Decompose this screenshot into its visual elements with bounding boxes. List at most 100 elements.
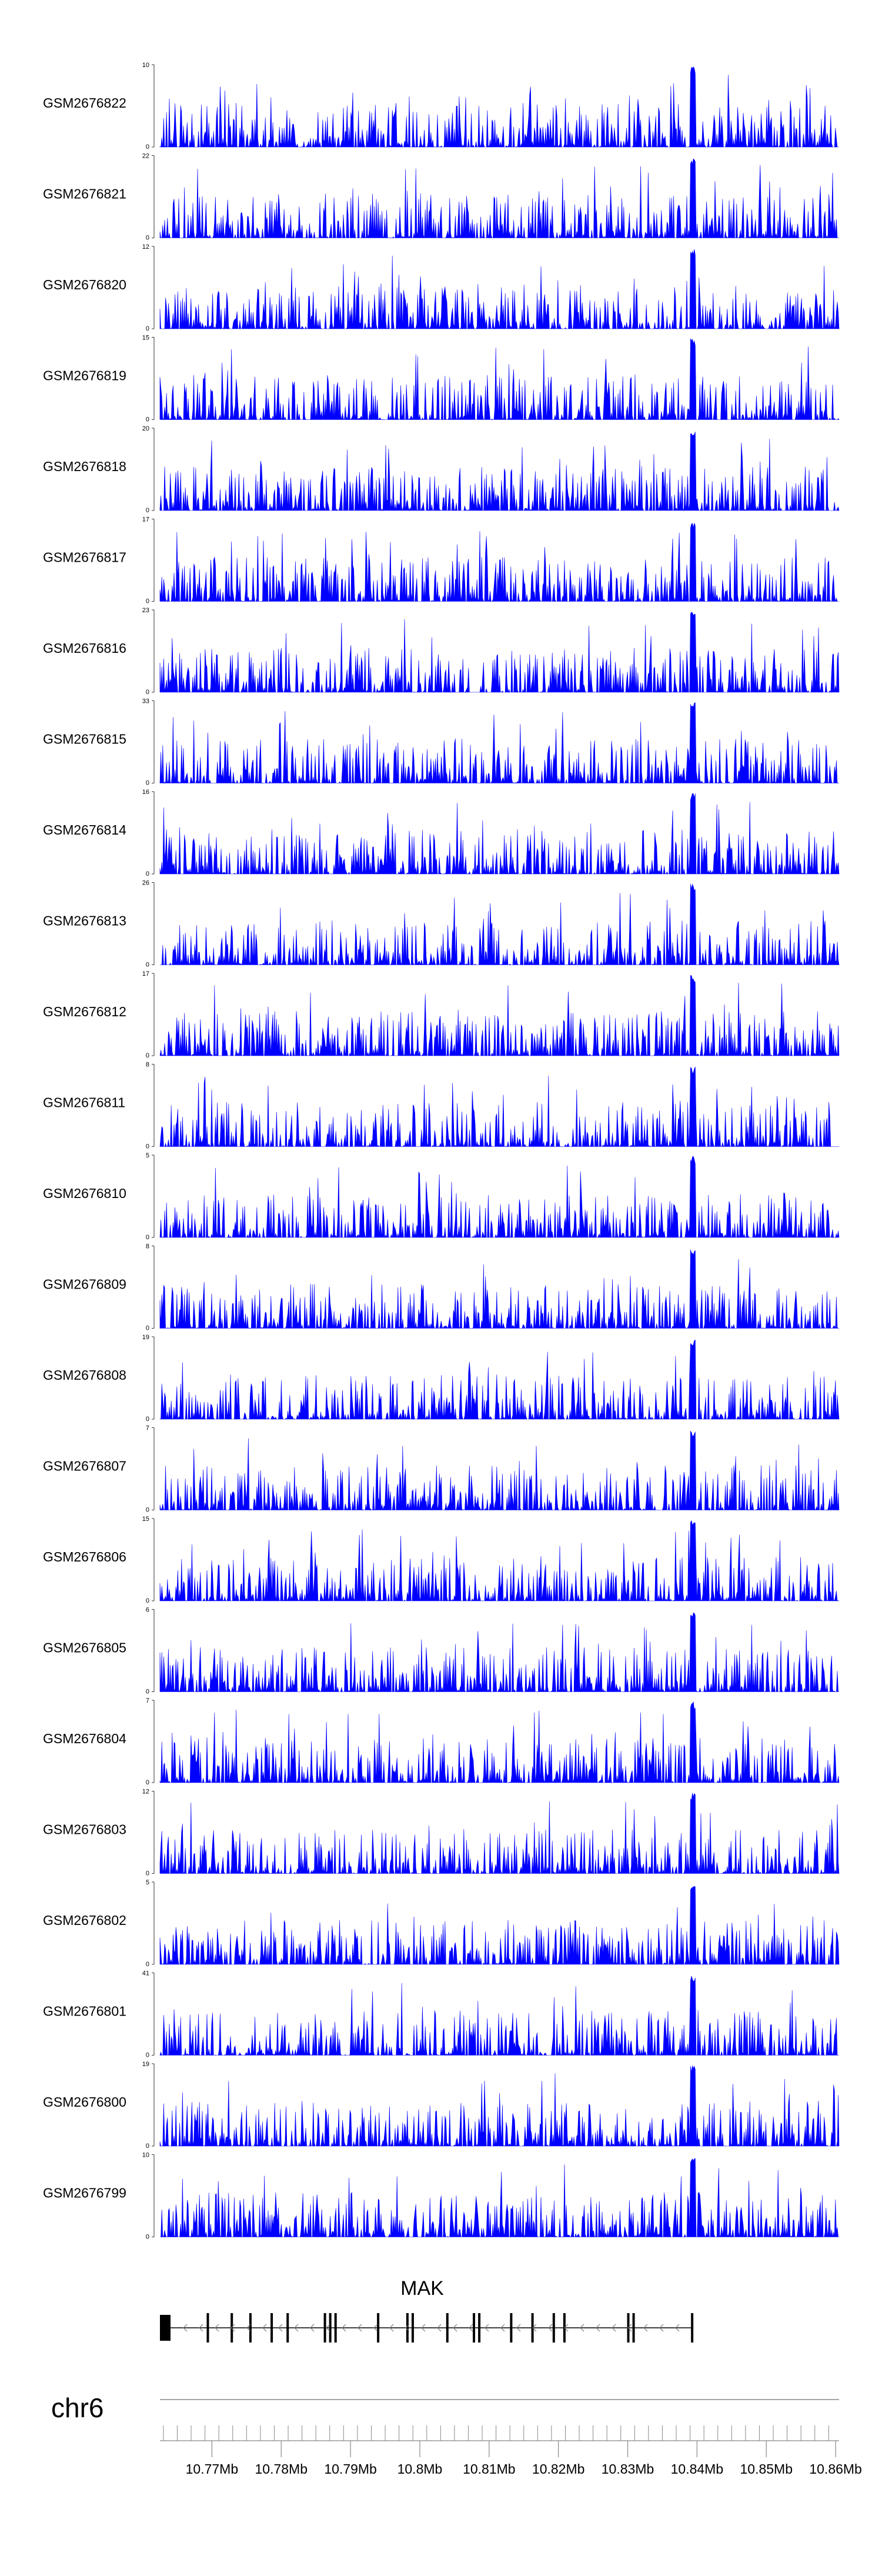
y-max-tick: 8 — [146, 1243, 149, 1250]
coverage-area — [159, 975, 840, 1057]
coverage-area — [159, 1430, 840, 1511]
y-min-tick: 0 — [146, 1143, 149, 1150]
y-min-tick: 0 — [146, 416, 149, 423]
y-min-tick: 0 — [146, 962, 149, 969]
gene-exon — [249, 2313, 252, 2343]
coverage-area — [159, 793, 840, 875]
strand-arrow — [230, 2324, 235, 2332]
track-label: GSM2676806 — [43, 1549, 126, 1564]
track-GSM2676801: GSM2676801 41 0 — [43, 1970, 839, 2059]
gene-exon — [691, 2313, 694, 2343]
strand-arrow — [199, 2324, 203, 2332]
track-GSM2676817: GSM2676817 17 0 — [43, 516, 839, 605]
track-label: GSM2676808 — [43, 1367, 126, 1383]
track-label: GSM2676809 — [43, 1277, 126, 1292]
strand-arrow — [548, 2324, 553, 2332]
track-GSM2676805: GSM2676805 6 0 — [43, 1607, 839, 1696]
strand-arrow — [262, 2324, 267, 2332]
y-max-tick: 7 — [146, 1425, 149, 1432]
y-max-tick: 5 — [146, 1152, 149, 1159]
strand-arrow — [500, 2324, 505, 2332]
strand-arrow — [659, 2324, 664, 2332]
y-min-tick: 0 — [146, 1597, 149, 1604]
coverage-area — [159, 1066, 839, 1147]
track-label: GSM2676817 — [43, 550, 126, 565]
strand-arrow — [596, 2324, 600, 2332]
y-min-tick: 0 — [146, 2143, 149, 2150]
track-label: GSM2676803 — [43, 1822, 126, 1837]
track-GSM2676821: GSM2676821 22 0 — [43, 153, 839, 242]
axis-tick-label: 10.8Mb — [397, 2461, 443, 2477]
track-label: GSM2676805 — [43, 1640, 126, 1656]
gene-exon — [510, 2313, 513, 2343]
gene-exon — [473, 2313, 476, 2343]
track-label: GSM2676811 — [43, 1095, 125, 1110]
gene-exon — [406, 2313, 409, 2343]
strand-arrow — [421, 2324, 426, 2332]
y-max-tick: 10 — [142, 2152, 149, 2159]
coverage-area — [159, 338, 840, 421]
strand-arrow — [564, 2324, 569, 2332]
y-min-tick: 0 — [146, 2052, 149, 2059]
axis-tick-label: 10.86Mb — [809, 2461, 862, 2477]
gene-exon — [323, 2313, 326, 2343]
strand-arrow — [246, 2324, 251, 2332]
track-GSM2676810: GSM2676810 5 0 — [43, 1152, 840, 1241]
track-GSM2676814: GSM2676814 16 0 — [43, 789, 840, 877]
y-max-tick: 10 — [142, 62, 149, 69]
axis-tick-label: 10.85Mb — [740, 2461, 793, 2477]
y-max-tick: 6 — [146, 1607, 149, 1614]
y-min-tick: 0 — [146, 325, 149, 332]
gene-exon — [478, 2313, 481, 2343]
track-label: GSM2676801 — [43, 2004, 126, 2019]
coverage-area — [159, 1249, 839, 1329]
y-min-tick: 0 — [146, 1689, 149, 1696]
strand-arrow — [675, 2324, 680, 2332]
axis-tick-label: 10.81Mb — [463, 2461, 516, 2477]
y-min-tick: 0 — [146, 507, 149, 514]
y-max-tick: 26 — [142, 880, 149, 887]
track-label: GSM2676800 — [43, 2094, 126, 2110]
track-label: GSM2676819 — [43, 368, 126, 383]
coverage-area — [159, 1612, 839, 1693]
y-max-tick: 41 — [142, 1970, 149, 1977]
strand-arrow — [627, 2324, 632, 2332]
coverage-area — [159, 1976, 839, 2056]
y-max-tick: 22 — [142, 153, 149, 160]
axis-tick-label: 10.82Mb — [532, 2461, 585, 2477]
y-min-tick: 0 — [146, 1234, 149, 1241]
gene-exon — [552, 2313, 555, 2343]
gene-exon — [286, 2313, 289, 2343]
y-min-tick: 0 — [146, 780, 149, 787]
strand-arrow — [183, 2324, 188, 2332]
y-min-tick: 0 — [146, 1870, 149, 1877]
track-GSM2676800: GSM2676800 19 0 — [43, 2061, 840, 2150]
y-max-tick: 23 — [142, 607, 149, 614]
axis-tick-label: 10.79Mb — [324, 2461, 377, 2477]
gene-exon — [377, 2313, 380, 2343]
strand-arrow — [342, 2324, 346, 2332]
track-GSM2676806: GSM2676806 15 0 — [43, 1516, 840, 1604]
genome-axis: chr6 10.77Mb 10.78Mb 10.79Mb 10.8Mb 10.81Mb 1… — [51, 2393, 862, 2477]
strand-arrow — [278, 2324, 283, 2332]
y-min-tick: 0 — [146, 1507, 149, 1514]
y-min-tick: 0 — [146, 689, 149, 696]
y-max-tick: 7 — [146, 1697, 149, 1704]
strand-arrow — [485, 2324, 489, 2332]
y-max-tick: 17 — [142, 970, 149, 977]
y-max-tick: 12 — [142, 243, 149, 251]
strand-arrow — [294, 2324, 299, 2332]
gene-utr-block — [160, 2315, 171, 2341]
y-min-tick: 0 — [146, 1325, 149, 1332]
axis-tick-label: 10.77Mb — [186, 2461, 239, 2477]
track-GSM2676803: GSM2676803 12 0 — [43, 1788, 840, 1877]
gene-model: MAK — [160, 2277, 694, 2343]
axis-tick-label: 10.84Mb — [671, 2461, 724, 2477]
coverage-area — [159, 702, 839, 784]
track-label: GSM2676818 — [43, 459, 126, 474]
track-label: GSM2676799 — [43, 2185, 126, 2201]
track-GSM2676811: GSM2676811 8 0 — [43, 1062, 839, 1150]
gene-exon — [206, 2313, 209, 2343]
y-max-tick: 33 — [142, 698, 149, 705]
coverage-area — [159, 612, 840, 693]
